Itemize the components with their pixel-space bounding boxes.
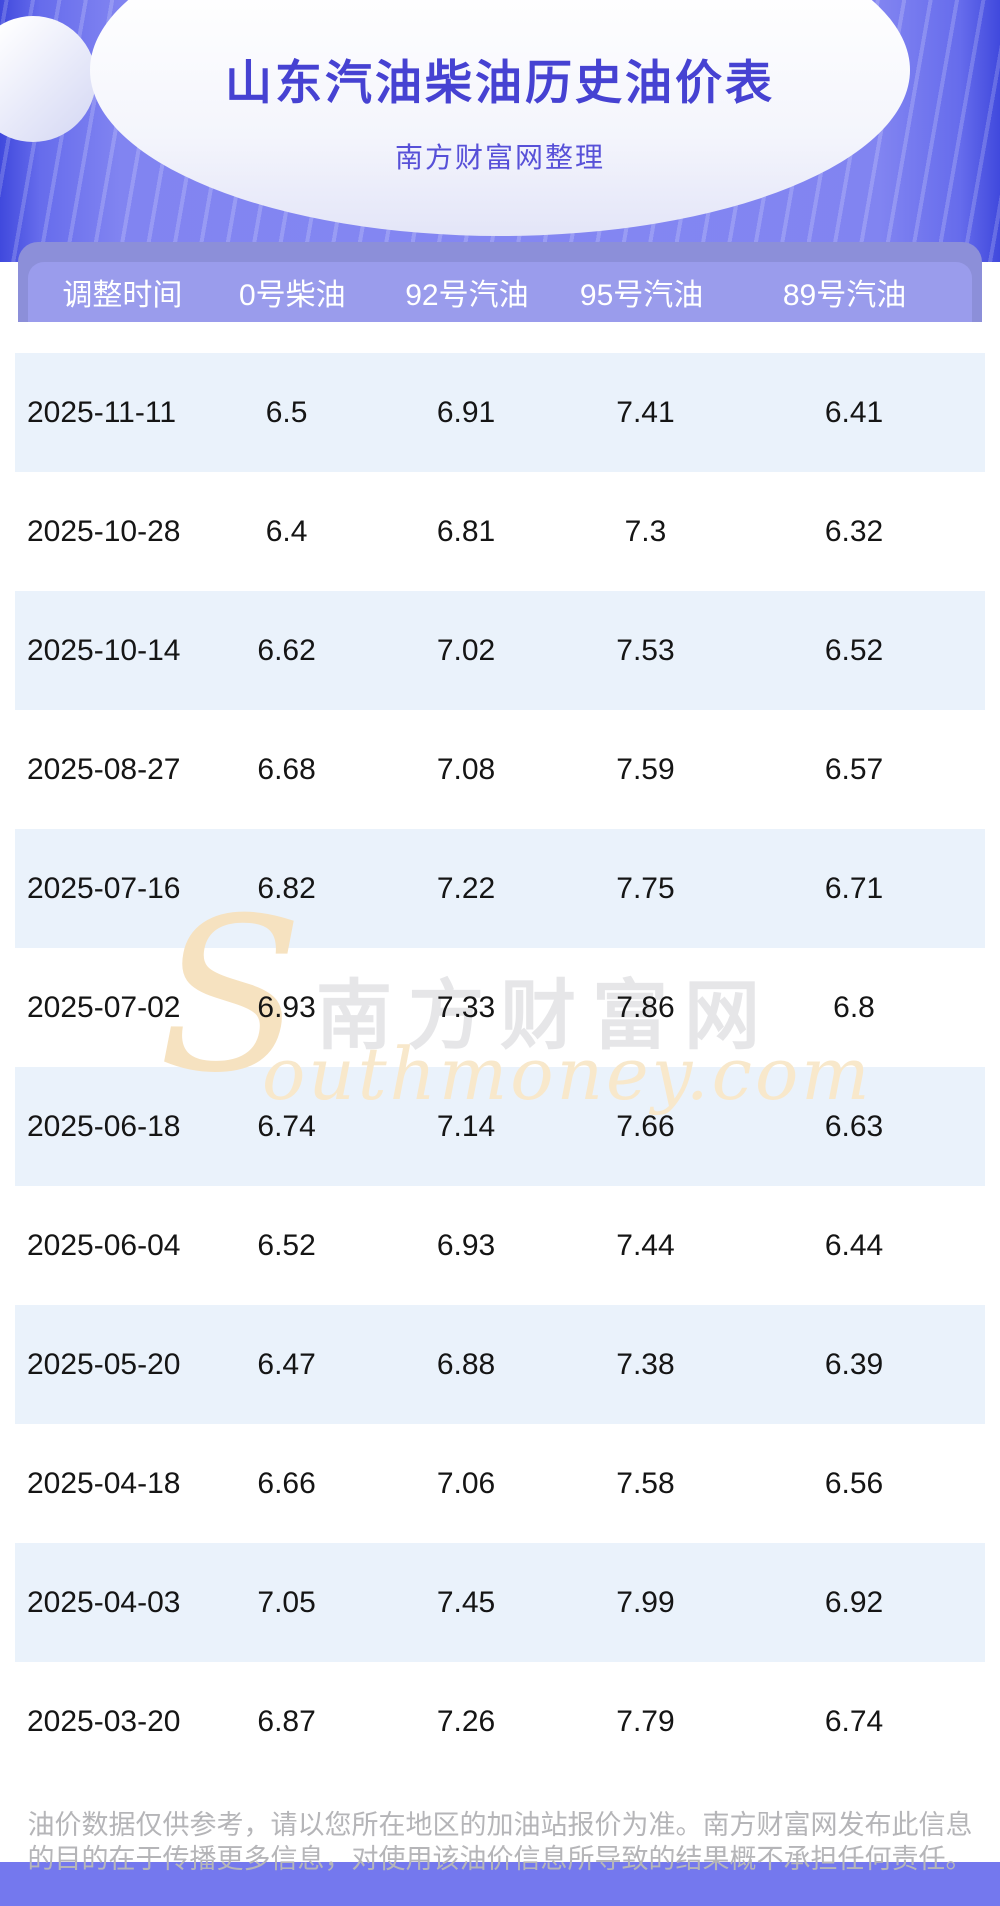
- price-cell: 7.3: [624, 514, 667, 548]
- table-header-row: 调整时间 0号柴油 92号汽油 95号汽油 89号汽油: [28, 262, 972, 322]
- disclaimer-text: 油价数据仅供参考，请以您所在地区的加油站报价为准。南方财富网发布此信息的目的在于…: [27, 1810, 973, 1874]
- price-cell: 7.41: [616, 395, 675, 429]
- price-cell: 7.33: [436, 990, 496, 1024]
- date-cell: 2025-06-18: [27, 1109, 181, 1143]
- price-cell: 6.74: [824, 1704, 884, 1738]
- page-title: 山东汽油柴油历史油价表: [225, 56, 775, 109]
- price-cell: 6.93: [436, 1228, 496, 1262]
- table-row: 2025-08-27 6.68 7.08 7.59 6.57: [15, 710, 985, 829]
- table-row: 2025-11-11 6.5 6.91 7.41 6.41: [15, 353, 985, 472]
- price-cell: 7.22: [436, 871, 496, 905]
- date-cell: 2025-04-03: [27, 1585, 181, 1619]
- table-row: 2025-05-20 6.47 6.88 7.38 6.39: [15, 1305, 985, 1424]
- date-cell: 2025-10-28: [27, 514, 181, 548]
- price-cell: 6.44: [824, 1228, 884, 1262]
- date-cell: 2025-11-11: [27, 395, 177, 429]
- price-cell: 7.05: [257, 1585, 316, 1619]
- price-cell: 7.79: [616, 1704, 675, 1738]
- table-row: 2025-03-20 6.87 7.26 7.79 6.74: [15, 1662, 985, 1781]
- table-row: 2025-07-16 6.82 7.22 7.75 6.71: [15, 829, 985, 948]
- price-cell: 6.71: [824, 871, 884, 905]
- price-cell: 6.41: [824, 395, 884, 429]
- table-row: 2025-04-18 6.66 7.06 7.58 6.56: [15, 1424, 985, 1543]
- price-cell: 6.88: [436, 1347, 496, 1381]
- price-cell: 6.62: [257, 633, 316, 667]
- price-cell: 6.92: [824, 1585, 884, 1619]
- price-cell: 7.02: [436, 633, 496, 667]
- price-cell: 6.32: [824, 514, 884, 548]
- date-cell: 2025-04-18: [27, 1466, 181, 1500]
- price-cell: 6.66: [257, 1466, 316, 1500]
- price-cell: 7.53: [616, 633, 675, 667]
- header-cell-1: 0号柴油: [238, 279, 346, 312]
- header-cell-4: 89号汽油: [782, 279, 907, 312]
- price-cell: 6.47: [257, 1347, 316, 1381]
- price-cell: 7.58: [616, 1466, 675, 1500]
- price-cell: 7.08: [436, 752, 496, 786]
- header-cell-2: 92号汽油: [405, 279, 529, 312]
- table-row: 2025-06-04 6.52 6.93 7.44 6.44: [15, 1186, 985, 1305]
- price-cell: 7.75: [616, 871, 675, 905]
- table-row: 2025-07-02 6.93 7.33 7.86 6.8: [15, 948, 985, 1067]
- price-cell: 6.91: [436, 395, 496, 429]
- price-cell: 6.4: [265, 514, 308, 548]
- table-row: 2025-04-03 7.05 7.45 7.99 6.92: [15, 1543, 985, 1662]
- price-cell: 6.87: [257, 1704, 316, 1738]
- price-cell: 7.14: [436, 1109, 496, 1143]
- footer-bar: [0, 1862, 1000, 1906]
- price-cell: 6.68: [257, 752, 316, 786]
- table-row: 2025-06-18 6.74 7.14 7.66 6.63: [15, 1067, 985, 1186]
- price-cell: 6.39: [824, 1347, 884, 1381]
- price-cell: 7.26: [436, 1704, 496, 1738]
- date-cell: 2025-05-20: [27, 1347, 181, 1381]
- price-cell: 7.86: [616, 990, 675, 1024]
- price-cell: 6.52: [257, 1228, 316, 1262]
- price-cell: 7.66: [616, 1109, 675, 1143]
- price-cell: 6.93: [257, 990, 316, 1024]
- price-cell: 7.44: [616, 1228, 675, 1262]
- price-cell: 6.8: [833, 990, 875, 1024]
- hero-banner: 山东汽油柴油历史油价表 南方财富网整理: [0, 0, 1000, 262]
- price-cell: 7.59: [616, 752, 675, 786]
- table-row: 2025-10-14 6.62 7.02 7.53 6.52: [15, 591, 985, 710]
- price-cell: 6.56: [824, 1466, 884, 1500]
- price-cell: 6.57: [824, 752, 884, 786]
- date-cell: 2025-03-20: [27, 1704, 181, 1738]
- price-table-body: 2025-11-11 6.5 6.91 7.41 6.41 2025-10-28 6.4 6.…: [15, 353, 985, 1781]
- date-cell: 2025-06-04: [27, 1228, 181, 1262]
- page-subtitle: 南方财富网整理: [394, 142, 605, 173]
- price-cell: 7.99: [616, 1585, 675, 1619]
- price-cell: 7.45: [436, 1585, 496, 1619]
- price-cell: 6.63: [824, 1109, 884, 1143]
- date-cell: 2025-10-14: [27, 633, 181, 667]
- price-cell: 6.52: [824, 633, 884, 667]
- date-cell: 2025-08-27: [27, 752, 181, 786]
- date-cell: 2025-07-02: [27, 990, 181, 1024]
- price-cell: 7.38: [616, 1347, 675, 1381]
- price-cell: 6.74: [257, 1109, 316, 1143]
- price-cell: 6.5: [265, 395, 308, 429]
- date-cell: 2025-07-16: [27, 871, 181, 905]
- price-cell: 6.81: [436, 514, 496, 548]
- header-cell-0: 调整时间: [62, 279, 183, 312]
- table-row: 2025-10-28 6.4 6.81 7.3 6.32: [15, 472, 985, 591]
- price-cell: 6.82: [257, 871, 316, 905]
- price-cell: 7.06: [436, 1466, 496, 1500]
- header-cell-3: 95号汽油: [579, 279, 704, 312]
